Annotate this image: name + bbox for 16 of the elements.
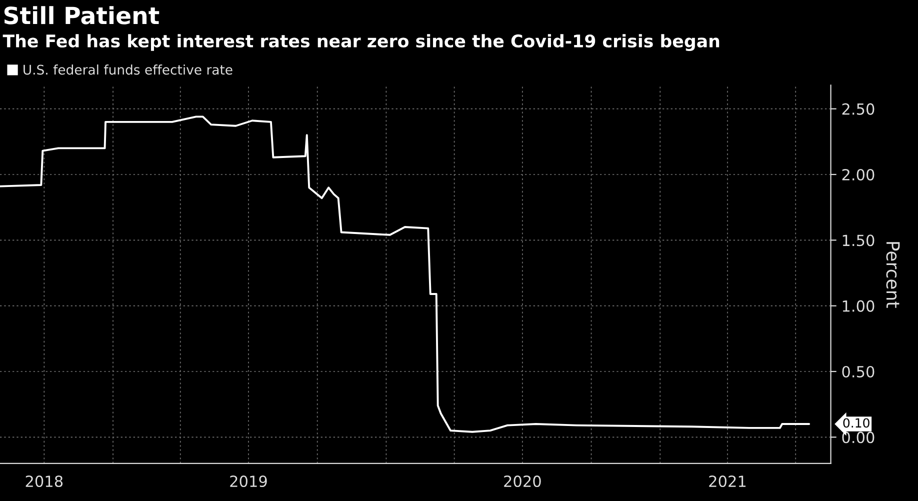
- line-series: [0, 116, 810, 433]
- annotation: 0.10: [843, 418, 870, 428]
- chart-title: Still Patient: [4, 6, 160, 24]
- chart-subtitle: The Fed has kept interest rates near zero since the Covid-19 crisis began: [2, 34, 720, 52]
- y-tick-label: 2.50: [842, 103, 874, 115]
- x-tick-label: 2021: [709, 476, 746, 488]
- y-tick-label: 1.50: [842, 234, 874, 246]
- y-tick-label: 0.00: [842, 432, 874, 444]
- y-tick-label: 2.00: [842, 168, 874, 180]
- y-axis-title: Percent: [886, 242, 900, 308]
- x-tick-label: 2020: [504, 476, 541, 488]
- x-tick-label: 2018: [26, 476, 63, 488]
- y-tick-label: 1.00: [842, 300, 874, 312]
- x-tick-label: 2019: [230, 476, 267, 488]
- y-tick-label: 0.50: [842, 366, 874, 378]
- legend-label: U.S. federal funds effective rate: [24, 64, 232, 75]
